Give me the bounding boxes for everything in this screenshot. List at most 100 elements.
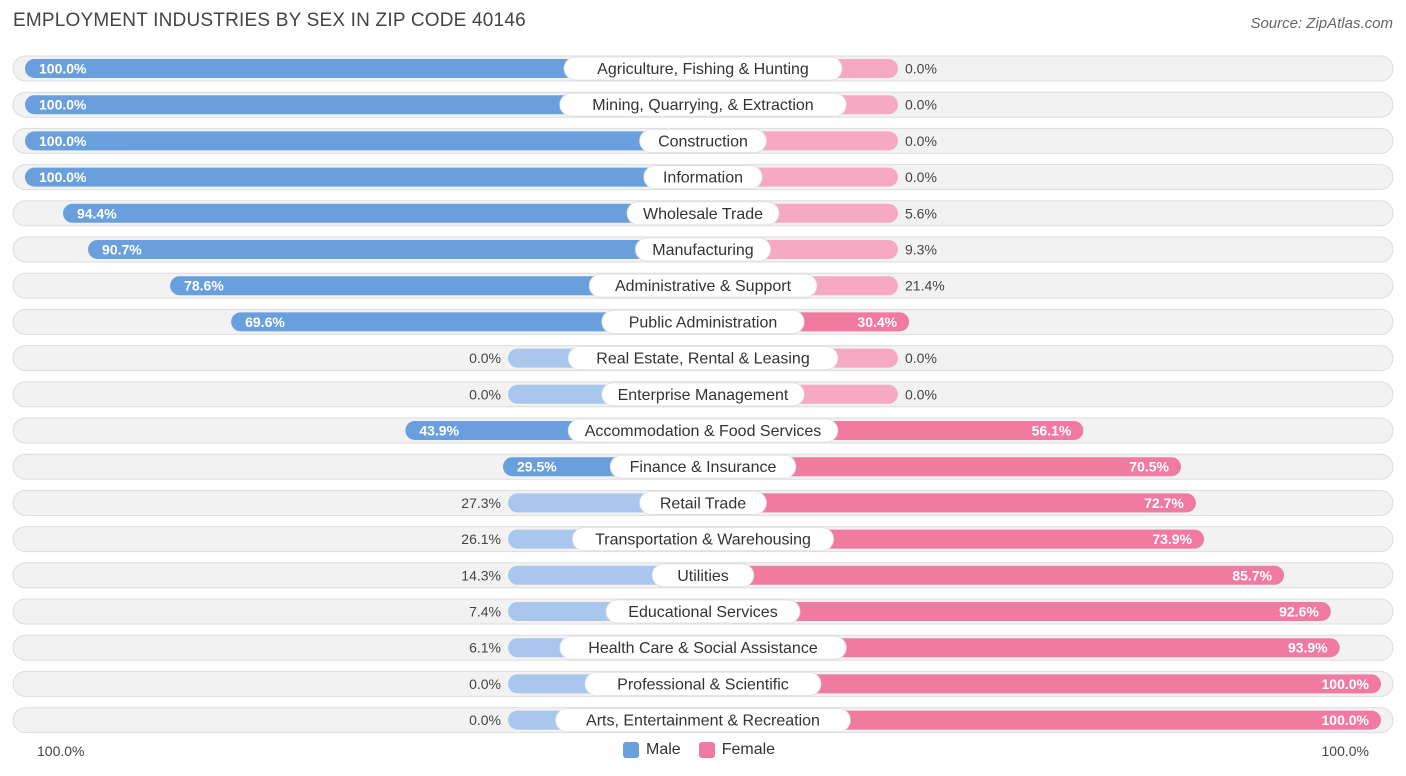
bar-label-female: 93.9%: [1288, 640, 1328, 656]
bar-label-male: 0.0%: [469, 386, 501, 402]
legend-swatch-male: [623, 742, 639, 758]
category-label: Educational Services: [628, 604, 777, 621]
category-pill: [601, 382, 805, 407]
bar-male: [170, 276, 704, 296]
category-label: Professional & Scientific: [617, 676, 789, 693]
bar-female: [703, 674, 1381, 694]
bar-female: [703, 638, 1340, 658]
bar-label-male: 90.7%: [102, 242, 142, 258]
category-pill: [639, 128, 767, 153]
category-pill: [567, 346, 839, 371]
bar-label-male: 27.3%: [461, 495, 501, 511]
bar-female: [703, 710, 1381, 730]
category-pill: [651, 563, 755, 588]
category-pill: [563, 56, 843, 81]
category-label: Construction: [658, 133, 748, 150]
bar-label-male: 7.4%: [469, 604, 501, 620]
bar-male: [25, 167, 703, 187]
bar-male: [25, 95, 703, 115]
bar-label-female: 73.9%: [1152, 531, 1192, 547]
bar-label-female: 21.4%: [905, 278, 945, 294]
bar-label-male: 14.3%: [461, 567, 501, 583]
category-label: Accommodation & Food Services: [585, 423, 822, 440]
category-label: Real Estate, Rental & Leasing: [596, 351, 809, 368]
bar-label-female: 100.0%: [1322, 676, 1370, 692]
category-pill: [605, 599, 801, 624]
bar-male: [88, 240, 703, 259]
chart-plot: 100.0% 0.0% Agriculture, Fishing & Hunting…: [12, 55, 1394, 734]
bar-label-female: 0.0%: [905, 386, 937, 402]
bar-label-male: 100.0%: [39, 97, 87, 113]
category-pill: [601, 309, 805, 334]
bar-label-female: 0.0%: [905, 133, 937, 149]
legend-item-female: Female: [698, 741, 776, 759]
category-pill: [555, 708, 851, 732]
bar-label-male: 0.0%: [469, 676, 501, 692]
bar-label-female: 70.5%: [1129, 459, 1169, 475]
bar-label-female: 92.6%: [1279, 604, 1319, 620]
category-pill: [559, 635, 847, 660]
bar-female: [703, 565, 1285, 585]
legend-item-male: Male: [623, 741, 681, 759]
category-pill: [584, 672, 822, 696]
bar-male: [25, 59, 703, 78]
legend-label-male: Male: [646, 741, 681, 758]
bar-label-female: 0.0%: [905, 350, 937, 366]
category-label: Manufacturing: [652, 242, 753, 259]
category-label: Administrative & Support: [615, 278, 792, 295]
bar-label-male: 100.0%: [39, 61, 87, 77]
category-pill: [567, 418, 839, 443]
bar-label-female: 0.0%: [905, 61, 937, 77]
category-pill: [588, 273, 818, 298]
bar-label-male: 29.5%: [517, 459, 557, 475]
bar-label-female: 72.7%: [1144, 495, 1184, 511]
legend-label-female: Female: [721, 741, 776, 758]
category-label: Retail Trade: [660, 495, 746, 512]
chart-source: Source: ZipAtlas.com: [1250, 15, 1393, 32]
category-label: Agriculture, Fishing & Hunting: [597, 61, 809, 78]
category-label: Finance & Insurance: [630, 459, 777, 476]
bar-label-male: 43.9%: [419, 423, 459, 439]
category-label: Arts, Entertainment & Recreation: [586, 713, 820, 730]
bar-label-male: 100.0%: [39, 169, 87, 185]
category-label: Public Administration: [629, 314, 778, 331]
bar-male: [62, 203, 703, 223]
bar-label-female: 5.6%: [905, 205, 937, 221]
legend: Male Female: [623, 741, 793, 759]
bar-label-female: 85.7%: [1232, 567, 1272, 583]
bar-male: [231, 312, 703, 332]
bar-female: [703, 457, 1181, 477]
bar-label-female: 100.0%: [1322, 712, 1370, 728]
bar-label-female: 56.1%: [1032, 423, 1072, 439]
category-label: Utilities: [677, 568, 729, 585]
bar-label-male: 94.4%: [77, 205, 117, 221]
axis-left-label: 100.0%: [37, 743, 85, 759]
bar-label-male: 0.0%: [469, 712, 501, 728]
category-label: Wholesale Trade: [643, 206, 763, 223]
bar-female: [703, 493, 1196, 513]
category-label: Transportation & Warehousing: [595, 532, 811, 549]
bar-label-male: 0.0%: [469, 350, 501, 366]
bar-label-female: 9.3%: [905, 242, 937, 258]
axis-right-label: 100.0%: [1321, 743, 1369, 759]
bar-label-male: 26.1%: [461, 531, 501, 547]
bar-male: [25, 131, 703, 151]
bar-label-male: 69.6%: [245, 314, 285, 330]
category-pill: [639, 490, 767, 515]
bar-female: [703, 602, 1331, 621]
bar-label-female: 0.0%: [905, 97, 937, 113]
legend-swatch-female: [698, 742, 715, 758]
bar-label-male: 100.0%: [39, 133, 87, 149]
bar-label-male: 78.6%: [184, 278, 224, 294]
category-label: Health Care & Social Assistance: [588, 640, 818, 657]
category-pill: [643, 165, 763, 190]
bar-label-female: 30.4%: [857, 314, 897, 330]
category-label: Information: [663, 170, 743, 187]
bar-label-female: 0.0%: [905, 169, 937, 185]
category-pill: [559, 92, 847, 117]
category-pill: [572, 527, 835, 551]
category-pill: [626, 201, 780, 226]
chart-title: EMPLOYMENT INDUSTRIES BY SEX IN ZIP CODE…: [13, 10, 526, 31]
bar-label-male: 6.1%: [469, 640, 501, 656]
category-pill: [635, 237, 772, 262]
